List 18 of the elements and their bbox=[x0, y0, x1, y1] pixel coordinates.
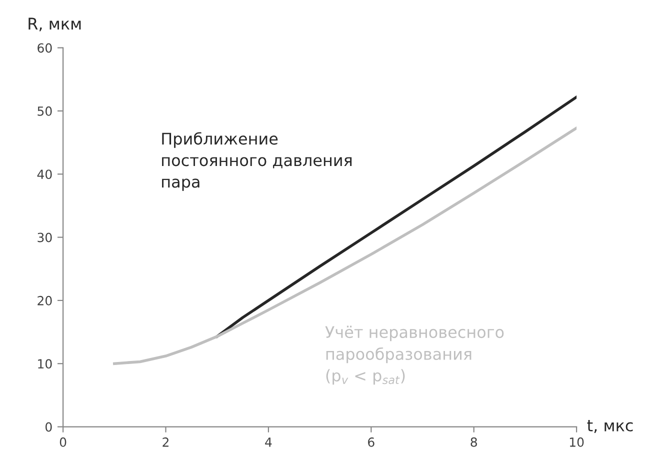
y-tick-label: 60 bbox=[38, 43, 52, 53]
y-tick-label: 20 bbox=[38, 296, 52, 306]
text: Учёт неравновесного парообразования (p$_{v}$ < p$_{sat}$) bbox=[325, 326, 504, 385]
y-tick-label: 40 bbox=[37, 170, 52, 180]
x-tick-label: 2 bbox=[162, 437, 168, 447]
line-series bbox=[113, 126, 577, 366]
y-tick-label: 50 bbox=[38, 106, 52, 116]
x-axis-title: t, мкс bbox=[587, 420, 633, 434]
y-tick-label: 0 bbox=[46, 422, 52, 432]
text: Приближение постоянного давления пара bbox=[162, 132, 352, 191]
x-tick-label: 6 bbox=[368, 437, 374, 447]
x-tick-label: 8 bbox=[470, 437, 477, 447]
y-tick-label: 30 bbox=[38, 232, 52, 242]
x-tick-label: 10 bbox=[570, 437, 584, 447]
x-tick-label: 0 bbox=[60, 437, 66, 447]
y-tick-label: 10 bbox=[38, 359, 52, 369]
x-tick-label: 4 bbox=[265, 438, 272, 447]
y-axis-title: R, мкм bbox=[28, 18, 81, 32]
